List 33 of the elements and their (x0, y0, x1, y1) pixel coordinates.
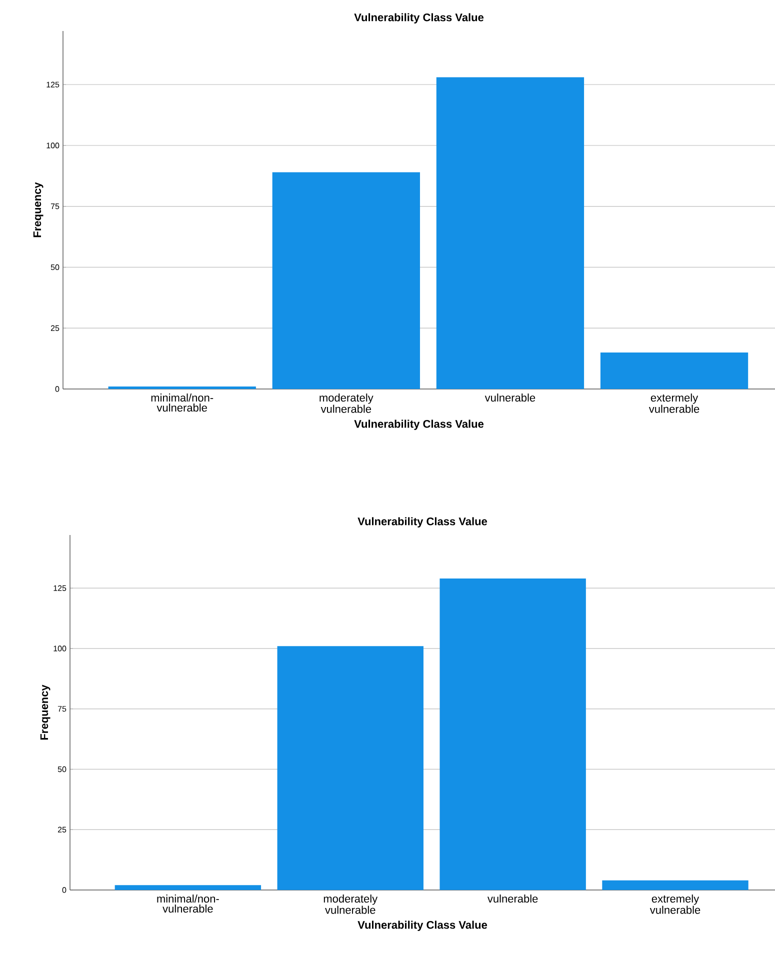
x-axis-title: Vulnerability Class Value (354, 420, 484, 430)
x-tick-label: minimal/non-vulnerable (157, 894, 219, 913)
bar (600, 352, 748, 389)
y-tick-label: 50 (58, 766, 66, 772)
y-tick-label: 100 (54, 646, 66, 652)
x-tick-label: vulnerable (487, 894, 538, 903)
y-tick-label: 125 (54, 585, 66, 591)
y-tick-label: 25 (58, 826, 66, 832)
y-axis-title: Frequency (33, 182, 44, 238)
y-tick-label: 25 (50, 325, 59, 331)
x-tick-label: moderately vulnerable (324, 894, 378, 914)
y-axis-title: Frequency (40, 684, 50, 740)
x-tick-label: vulnerable (484, 394, 535, 402)
chart-title: Vulnerability Class Value (354, 13, 484, 24)
bar (602, 880, 748, 890)
y-tick-label: 125 (46, 82, 59, 88)
bar (272, 172, 420, 389)
x-tick-label: extremely vulnerable (650, 894, 700, 914)
x-tick-label: moderately vulnerable (320, 394, 374, 413)
bar (436, 77, 584, 389)
x-axis-title: Vulnerability Class Value (357, 920, 487, 931)
x-tick-label: minimal/non-vulnerable (151, 394, 213, 412)
y-tick-label: 0 (62, 887, 66, 893)
y-tick-label: 75 (58, 706, 66, 712)
bar (114, 885, 261, 890)
bar (277, 646, 424, 890)
y-tick-label: 0 (55, 386, 59, 392)
bar (440, 578, 586, 890)
y-tick-label: 100 (46, 142, 59, 148)
y-tick-label: 75 (50, 204, 59, 210)
x-tick-label: extermely vulnerable (648, 394, 699, 413)
y-tick-label: 50 (50, 264, 59, 270)
chart-title: Vulnerability Class Value (357, 517, 487, 528)
